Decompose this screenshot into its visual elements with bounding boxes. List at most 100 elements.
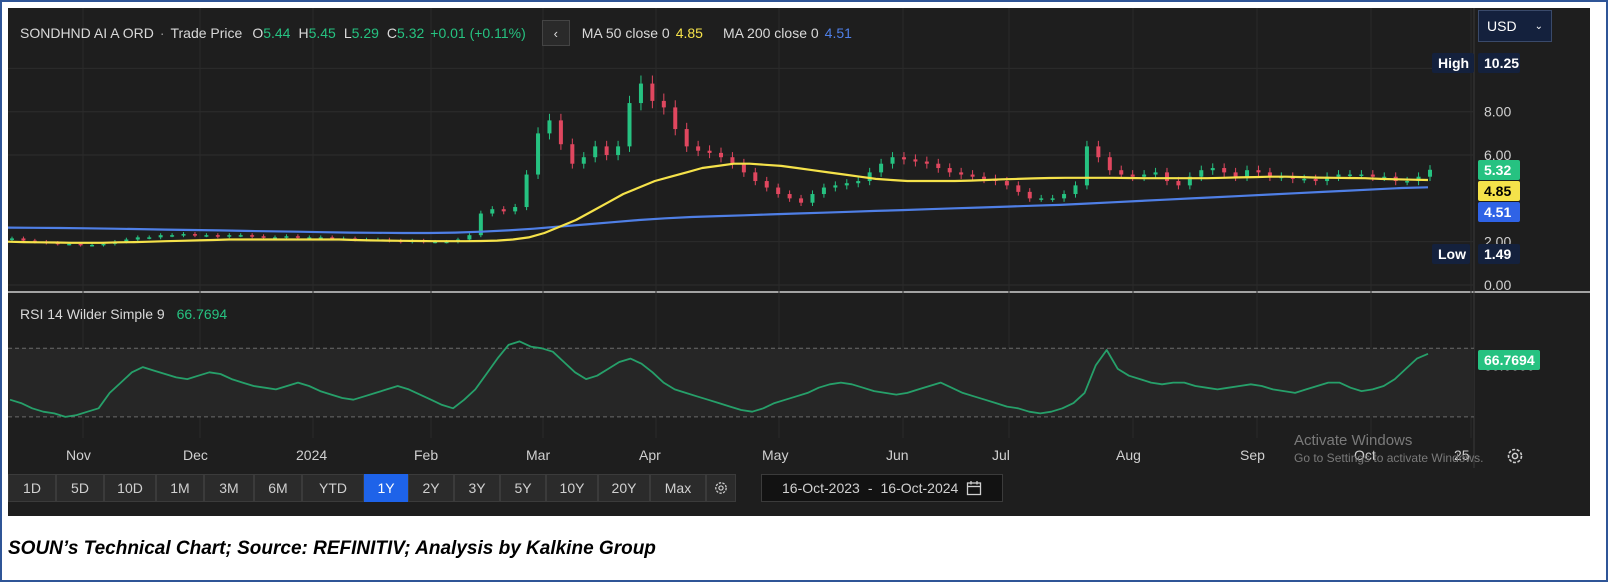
rsi-label: RSI 14 Wilder Simple 9 bbox=[20, 306, 165, 322]
candle-body bbox=[1405, 181, 1410, 183]
ma200-line bbox=[8, 186, 1429, 235]
range-button-2y[interactable]: 2Y bbox=[408, 474, 454, 502]
candle-body bbox=[947, 168, 952, 173]
range-settings-gear-icon[interactable] bbox=[706, 474, 736, 502]
candle-body bbox=[936, 163, 941, 169]
range-button-3m[interactable]: 3M bbox=[204, 474, 254, 502]
candle-body bbox=[261, 236, 266, 238]
x-tick-label: Nov bbox=[66, 447, 91, 463]
candle-body bbox=[719, 152, 723, 158]
candle-body bbox=[661, 100, 666, 108]
rsi-value-tag-value-bg bbox=[1478, 350, 1540, 370]
candle-body bbox=[284, 236, 289, 238]
x-tick-label: Apr bbox=[639, 447, 661, 463]
collapse-chevron-icon[interactable]: ‹ bbox=[541, 20, 570, 46]
range-button-1m[interactable]: 1M bbox=[156, 474, 204, 502]
candle-body bbox=[524, 174, 529, 208]
high-tag-value-bg bbox=[1478, 53, 1520, 73]
watermark-title: Activate Windows bbox=[1294, 432, 1413, 449]
candle-body bbox=[1107, 157, 1112, 171]
range-button-6m[interactable]: 6M bbox=[254, 474, 302, 502]
ma200-tag: 4.51 bbox=[1478, 202, 1520, 222]
candle-body bbox=[273, 237, 278, 239]
low-label: L bbox=[343, 25, 352, 41]
high-value: 5.45 bbox=[308, 25, 336, 41]
candle-body bbox=[330, 237, 335, 239]
high-tag-label-bg bbox=[1432, 53, 1474, 73]
rsi-band bbox=[8, 348, 1474, 417]
last-price-tag-value: 5.32 bbox=[1484, 162, 1511, 178]
low-value: 5.29 bbox=[351, 25, 379, 41]
x-tick-label: 25 bbox=[1454, 447, 1470, 463]
high-tag-label: High bbox=[1438, 55, 1469, 71]
candle-body bbox=[204, 235, 209, 237]
candle-body bbox=[513, 207, 518, 212]
currency-value: USD bbox=[1487, 18, 1517, 34]
open-label: O bbox=[252, 25, 264, 41]
candle-body bbox=[1164, 172, 1169, 182]
last-price-tag-value-bg bbox=[1478, 160, 1520, 180]
candle-body bbox=[227, 235, 232, 237]
range-button-max[interactable]: Max bbox=[650, 474, 706, 502]
range-button-3y[interactable]: 3Y bbox=[454, 474, 500, 502]
open-value: 5.44 bbox=[263, 25, 291, 41]
candle-body bbox=[101, 243, 106, 246]
rsi-value-tag: 66.7694 bbox=[1478, 350, 1540, 370]
candle-body bbox=[730, 157, 735, 164]
candle-body bbox=[1039, 198, 1044, 200]
range-button-1d[interactable]: 1D bbox=[8, 474, 56, 502]
candle-body bbox=[616, 146, 621, 156]
candle-body bbox=[318, 237, 323, 239]
candle-body bbox=[650, 83, 655, 101]
price-type: Trade Price bbox=[170, 25, 243, 41]
price-tick-label: 8.00 bbox=[1484, 104, 1511, 120]
candle-body bbox=[867, 172, 872, 182]
ma200-value: 4.51 bbox=[824, 25, 852, 41]
chart-settings-gear-icon[interactable] bbox=[1505, 446, 1525, 466]
candle-body bbox=[21, 238, 26, 241]
quote-header: SONDHND AI A ORD · Trade Price O 5.44 H 5.… bbox=[20, 20, 852, 46]
x-tick-label: 2024 bbox=[296, 447, 327, 463]
date-range-picker[interactable]: 16-Oct-2023 - 16-Oct-2024 bbox=[761, 474, 1003, 502]
chevron-down-icon: ⌄ bbox=[1534, 20, 1543, 32]
candle-body bbox=[776, 187, 781, 195]
candle-body bbox=[192, 234, 197, 236]
candle-body bbox=[856, 181, 861, 184]
candle-body bbox=[124, 239, 129, 242]
x-tick-label: Jul bbox=[992, 447, 1010, 463]
candle-body bbox=[467, 235, 472, 240]
x-tick-label: Feb bbox=[414, 447, 438, 463]
date-separator: - bbox=[867, 480, 873, 496]
price-tick-label: 6.00 bbox=[1484, 147, 1511, 163]
candle-body bbox=[1302, 178, 1307, 181]
candle-body bbox=[684, 129, 689, 147]
range-button-5d[interactable]: 5D bbox=[56, 474, 104, 502]
candle-body bbox=[593, 146, 598, 158]
last-price-tag: 5.32 bbox=[1478, 160, 1520, 180]
candle-body bbox=[764, 181, 769, 188]
candle-body bbox=[501, 209, 506, 212]
candle-body bbox=[295, 236, 300, 238]
x-tick-label: Mar bbox=[526, 447, 550, 463]
candle-body bbox=[1073, 185, 1078, 195]
candle-body bbox=[307, 237, 312, 239]
range-button-20y[interactable]: 20Y bbox=[598, 474, 650, 502]
date-to: 16-Oct-2024 bbox=[880, 480, 959, 496]
calendar-icon bbox=[967, 481, 982, 496]
range-button-1y[interactable]: 1Y bbox=[364, 474, 408, 502]
range-button-ytd[interactable]: YTD bbox=[302, 474, 364, 502]
range-button-10y[interactable]: 10Y bbox=[546, 474, 598, 502]
currency-select[interactable]: USD ⌄ bbox=[1478, 10, 1552, 42]
candle-body bbox=[1382, 176, 1387, 179]
candle-body bbox=[181, 234, 186, 236]
candle-body bbox=[1199, 170, 1204, 177]
x-tick-label: Dec bbox=[183, 447, 208, 463]
range-button-10d[interactable]: 10D bbox=[104, 474, 156, 502]
range-button-5y[interactable]: 5Y bbox=[500, 474, 546, 502]
x-tick-label: Sep bbox=[1240, 447, 1265, 463]
candle-body bbox=[1050, 198, 1055, 200]
candle-body bbox=[1233, 172, 1238, 177]
low-tag-label: Low bbox=[1438, 246, 1466, 262]
candle-body bbox=[1359, 174, 1364, 177]
